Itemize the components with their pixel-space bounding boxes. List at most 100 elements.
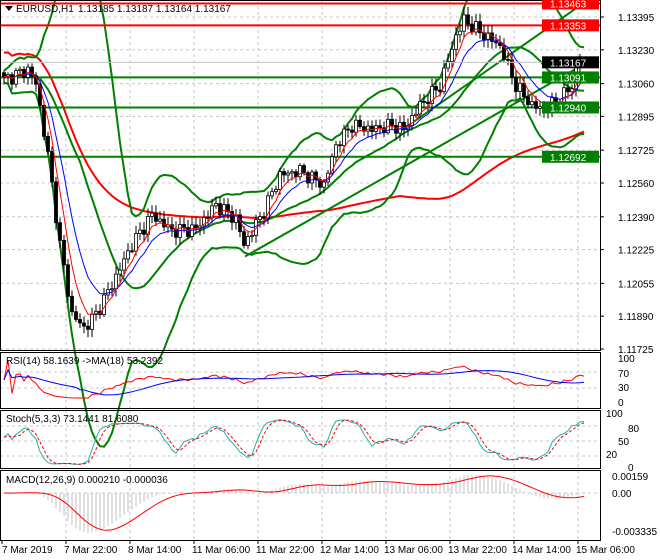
candle-body bbox=[10, 74, 14, 85]
candle-body bbox=[458, 30, 462, 36]
candle-body bbox=[502, 45, 506, 60]
time-tick-label: 7 Mar 2019 bbox=[2, 545, 53, 556]
price-tick-label: 1.12560 bbox=[618, 179, 655, 190]
candle-body bbox=[470, 23, 474, 33]
macd-tick-label: 0.00 bbox=[612, 489, 632, 500]
candle-body bbox=[498, 42, 502, 46]
candle-body bbox=[358, 119, 362, 128]
candle-body bbox=[258, 216, 262, 221]
stoch-signal-line bbox=[3, 419, 585, 465]
candle-body bbox=[426, 101, 430, 104]
candle-body bbox=[398, 121, 402, 134]
candle-body bbox=[58, 222, 62, 241]
candle-body bbox=[150, 212, 154, 217]
candle-body bbox=[494, 41, 498, 44]
dropdown-triangle-icon[interactable] bbox=[5, 6, 13, 11]
macd-pane bbox=[4, 474, 585, 533]
candle-body bbox=[278, 171, 282, 190]
macd-tick-label: -0.003335 bbox=[612, 527, 657, 538]
candle-body bbox=[422, 101, 426, 103]
chart-header: EURUSD,H1 1.13185 1.13187 1.13164 1.1316… bbox=[5, 4, 231, 15]
candle-body bbox=[518, 82, 522, 92]
candle-body bbox=[534, 101, 538, 109]
time-tick-label: 11 Mar 06:00 bbox=[192, 545, 251, 556]
price-tags: 1.13463 1.13353 1.13091 1.12940 1.12692 1.131… bbox=[542, 0, 599, 164]
rsi-tick-label: 30 bbox=[618, 383, 630, 394]
macd-title: MACD(12,26,9) 0.000210 -0.000036 bbox=[6, 475, 168, 486]
candle-body bbox=[346, 128, 350, 131]
candle-body bbox=[282, 171, 286, 176]
candle-body bbox=[222, 204, 226, 216]
candle-body bbox=[442, 67, 446, 92]
candle-body bbox=[218, 203, 222, 216]
candle-body bbox=[454, 34, 458, 50]
candle-body bbox=[402, 121, 406, 130]
rsi-tick-label: 0 bbox=[618, 398, 624, 409]
stoch-title: Stoch(5,3,3) 73.1441 81.6080 bbox=[6, 414, 139, 425]
candle-body bbox=[62, 240, 66, 266]
candle-body bbox=[230, 211, 234, 223]
candle-body bbox=[106, 289, 110, 296]
candle-body bbox=[330, 156, 334, 174]
time-tick-label: 14 Mar 14:00 bbox=[512, 545, 571, 556]
candle-body bbox=[322, 181, 326, 188]
candle-body bbox=[2, 72, 6, 78]
candle-body bbox=[114, 273, 118, 290]
candle-body bbox=[82, 322, 86, 327]
macd-signal-line bbox=[4, 475, 585, 531]
candle-body bbox=[342, 128, 346, 147]
candle-body bbox=[514, 76, 518, 92]
candle-body bbox=[146, 216, 150, 235]
candle-body bbox=[22, 68, 26, 78]
pane-frame bbox=[0, 470, 601, 541]
candle-body bbox=[30, 66, 34, 77]
candle-body bbox=[338, 144, 342, 147]
price-tick-label: 1.12725 bbox=[618, 146, 655, 157]
candle-body bbox=[302, 165, 306, 174]
candle-body bbox=[294, 171, 298, 178]
stoch-tick-label: 0 bbox=[628, 463, 634, 474]
level-price-label: 1.13091 bbox=[550, 73, 587, 84]
candle-body bbox=[434, 85, 438, 91]
candle-body bbox=[390, 118, 394, 126]
candle-body bbox=[474, 21, 478, 33]
candle-body bbox=[158, 218, 162, 222]
candle-body bbox=[286, 172, 290, 176]
candle-body bbox=[450, 48, 454, 62]
candle-body bbox=[130, 250, 134, 253]
candle-body bbox=[214, 203, 218, 207]
price-tick-label: 1.12390 bbox=[618, 213, 655, 224]
level-price-tag bbox=[542, 0, 599, 10]
stoch-tick-label: 20 bbox=[606, 450, 618, 461]
candle-body bbox=[90, 313, 94, 330]
candle-body bbox=[210, 205, 214, 219]
candle-body bbox=[522, 82, 526, 98]
candle-body bbox=[70, 295, 74, 313]
level-price-label: 1.13353 bbox=[550, 21, 587, 32]
candle-body bbox=[566, 87, 570, 93]
candle-body bbox=[110, 288, 114, 291]
pane-frame bbox=[0, 0, 601, 351]
candle-body bbox=[414, 113, 418, 117]
level-price-label: 1.13463 bbox=[550, 0, 587, 10]
candle-body bbox=[378, 125, 382, 129]
candle-body bbox=[526, 96, 530, 106]
current-price-label: 1.13167 bbox=[550, 58, 587, 69]
trendline bbox=[244, 62, 586, 258]
candle-body bbox=[242, 231, 246, 246]
candle-body bbox=[138, 229, 142, 234]
candle-body bbox=[126, 250, 130, 260]
candle-body bbox=[530, 101, 534, 106]
candle-body bbox=[446, 61, 450, 69]
candle-body bbox=[122, 258, 126, 271]
candle-body bbox=[154, 212, 158, 222]
rsi-line bbox=[3, 359, 585, 399]
candle-body bbox=[14, 70, 18, 85]
candle-body bbox=[50, 150, 54, 183]
candle-body bbox=[334, 144, 338, 158]
candle-body bbox=[186, 227, 190, 237]
long-moving-average-line bbox=[3, 51, 585, 219]
candle-body bbox=[226, 204, 230, 212]
